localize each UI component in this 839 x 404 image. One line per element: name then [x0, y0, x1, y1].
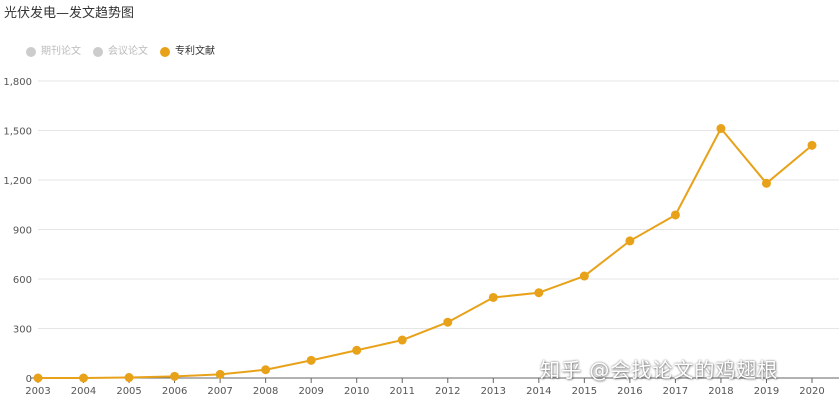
x-tick-label: 2015	[572, 386, 597, 397]
x-tick-label: 2007	[207, 386, 232, 397]
x-tick-label: 2014	[526, 386, 551, 397]
x-tick-label: 2018	[708, 386, 733, 397]
watermark-text: 知乎 @会找论文的鸡翅根	[540, 358, 779, 382]
data-point	[124, 373, 134, 383]
data-point	[306, 355, 316, 365]
legend-dot-icon	[26, 47, 36, 57]
legend-label: 期刊论文	[41, 46, 81, 57]
legend-label: 专利文献	[175, 46, 215, 57]
x-tick-label: 2009	[298, 386, 323, 397]
data-point	[170, 371, 180, 381]
data-point	[761, 178, 771, 188]
y-tick-label: 1,200	[3, 176, 32, 187]
legend-dot-icon	[160, 47, 170, 57]
x-tick-label: 2019	[754, 386, 779, 397]
legend-label: 会议论文	[108, 46, 148, 57]
data-point	[670, 210, 680, 220]
y-tick-label: 1,500	[3, 127, 32, 138]
x-tick-label: 2016	[617, 386, 642, 397]
data-point	[625, 236, 635, 246]
legend-item-patent[interactable]: 专利文献	[160, 46, 215, 58]
y-tick-label: 1,800	[3, 77, 32, 88]
data-point	[807, 140, 817, 150]
data-point	[352, 345, 362, 355]
data-point	[716, 124, 726, 134]
x-tick-label: 2006	[162, 386, 187, 397]
x-tick-label: 2008	[253, 386, 278, 397]
x-tick-label: 2010	[344, 386, 369, 397]
x-tick-label: 2017	[663, 386, 688, 397]
legend-dot-icon	[93, 47, 103, 57]
page-title: 光伏发电—发文趋势图	[4, 6, 135, 21]
data-point	[488, 292, 498, 302]
data-point	[215, 369, 225, 379]
x-tick-label: 2005	[116, 386, 141, 397]
y-tick-label: 900	[13, 226, 32, 237]
series-line	[38, 127, 813, 379]
data-point	[579, 271, 589, 281]
y-tick-label: 0	[26, 374, 32, 385]
legend-item-journal[interactable]: 期刊论文	[26, 46, 81, 58]
data-point	[443, 317, 453, 327]
chart-legend: 期刊论文 会议论文 专利文献	[26, 46, 227, 58]
x-tick-label: 2004	[71, 386, 96, 397]
data-point	[79, 373, 89, 383]
x-tick-label: 2012	[435, 386, 460, 397]
data-point	[33, 373, 43, 383]
x-tick-label: 2003	[25, 386, 50, 397]
data-point	[261, 365, 271, 375]
legend-item-conference[interactable]: 会议论文	[93, 46, 148, 58]
x-tick-label: 2020	[799, 386, 824, 397]
x-tick-label: 2013	[481, 386, 506, 397]
y-tick-label: 300	[13, 325, 32, 336]
x-tick-label: 2011	[390, 386, 415, 397]
data-point	[397, 335, 407, 345]
y-tick-label: 600	[13, 275, 32, 286]
data-point	[534, 288, 544, 298]
